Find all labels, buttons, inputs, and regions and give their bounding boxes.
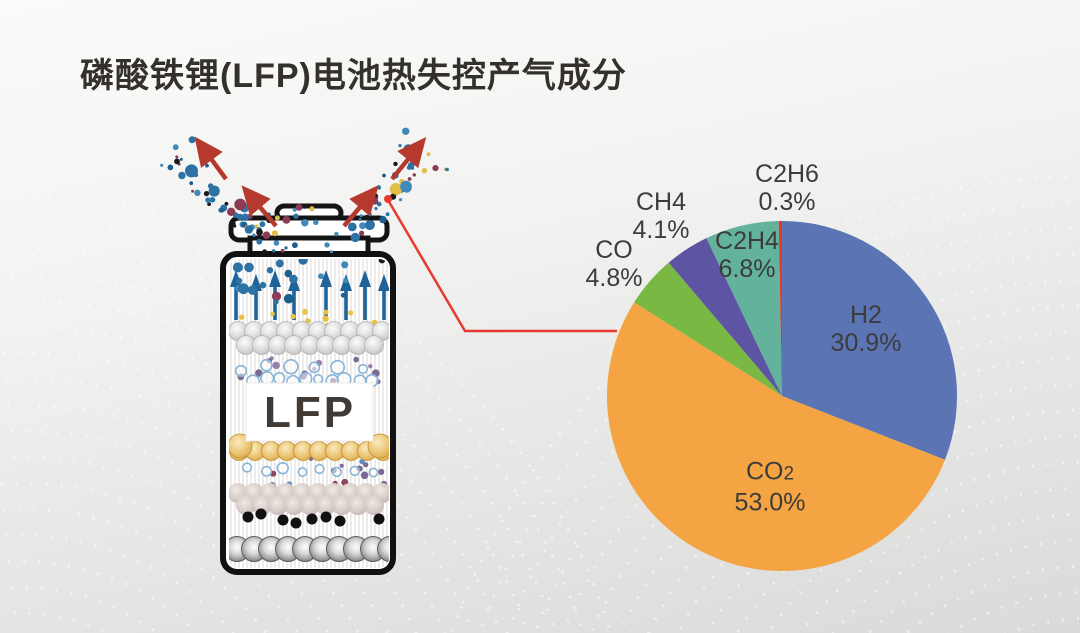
pie-slice-CO2 [607, 302, 945, 571]
pie-slice-CH4 [668, 238, 782, 396]
pie-slice-C2H6 [778, 220, 782, 396]
pie-label-H2: H2 30.9% [830, 301, 902, 357]
background-dot-waves [0, 174, 1080, 633]
pie-slice-H2 [782, 221, 958, 460]
pie-slice-CO [634, 262, 782, 396]
pie-label-CO: CO 4.8% [585, 236, 643, 292]
battery-label: LFP [264, 388, 356, 437]
ejection-arrows [194, 136, 427, 228]
pie-label-CO2: CO2 53.0% [734, 457, 806, 517]
lfp-label-box: LFP [245, 382, 374, 442]
connector-origin-dot [384, 195, 392, 203]
pie-label-C2H6: C2H6 0.3% [755, 160, 819, 216]
page-title: 磷酸铁锂(LFP)电池热失控产气成分 [80, 57, 627, 95]
connector [384, 189, 617, 333]
connector-line [386, 199, 617, 333]
plume-yellow-dot [392, 189, 398, 195]
pie-label-C2H4: C2H4 6.8% [715, 227, 779, 283]
pie-slice-C2H4 [706, 221, 782, 396]
battery-internal-layers [229, 259, 389, 562]
pie-label-CH4: CH4 4.1% [632, 188, 690, 244]
battery-illustration: LFP [220, 203, 396, 575]
pie-chart [607, 220, 958, 571]
